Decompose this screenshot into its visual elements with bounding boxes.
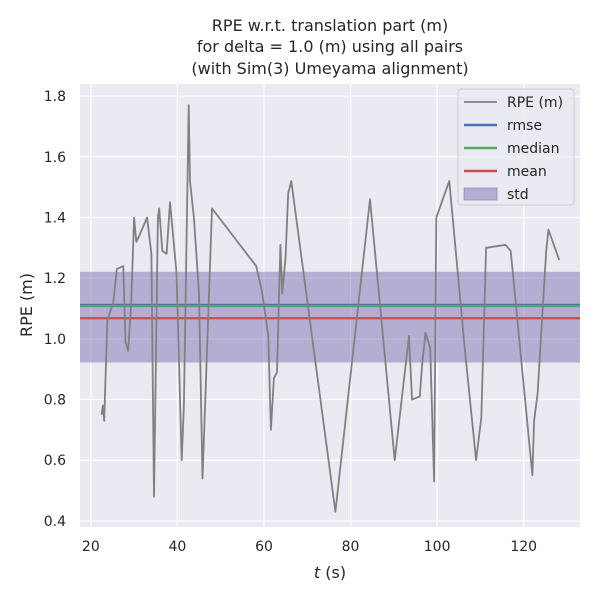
y-tick-label: 1.2 bbox=[44, 271, 66, 287]
chart-title-line-3: (with Sim(3) Umeyama alignment) bbox=[191, 59, 468, 78]
legend-label: rmse bbox=[507, 118, 542, 134]
chart-title-line-2: for delta = 1.0 (m) using all pairs bbox=[197, 37, 463, 56]
y-tick-label: 1.4 bbox=[44, 211, 66, 227]
x-tick-label: 80 bbox=[342, 539, 360, 555]
x-tick-label: 20 bbox=[82, 539, 100, 555]
y-tick-label: 1.8 bbox=[44, 89, 66, 105]
x-tick-label: 100 bbox=[424, 539, 451, 555]
y-tick-label: 0.8 bbox=[44, 393, 66, 409]
legend: RPE (m) rmse median mean std bbox=[457, 88, 575, 206]
stat-lines-layer bbox=[80, 303, 580, 320]
legend-label: std bbox=[507, 187, 529, 203]
legend-frame bbox=[457, 88, 575, 206]
x-tick-label: 60 bbox=[255, 539, 273, 555]
legend-label: RPE (m) bbox=[507, 95, 563, 111]
x-axis-label-var: t bbox=[314, 563, 321, 582]
chart-title-line-1: RPE w.r.t. translation part (m) bbox=[212, 16, 448, 35]
legend-items: RPE (m) rmse median mean std bbox=[463, 95, 563, 203]
y-axis-label: RPE (m) bbox=[17, 273, 36, 337]
x-tick-label: 40 bbox=[168, 539, 186, 555]
rpe-series-line bbox=[100, 104, 561, 513]
y-tick-label: 0.6 bbox=[44, 453, 66, 469]
tick-labels: 20 40 60 80 100 120 0.4 0.6 0.8 1.0 1.2 1.4 1.6 1.8 bbox=[44, 89, 537, 555]
legend-swatch bbox=[463, 187, 498, 201]
y-tick-label: 0.4 bbox=[44, 514, 66, 530]
x-tick-label: 120 bbox=[510, 539, 537, 555]
x-axis-label-unit: (s) bbox=[320, 563, 346, 582]
y-tick-label: 1.0 bbox=[44, 332, 66, 348]
series-layer bbox=[100, 104, 561, 513]
legend-label: mean bbox=[507, 164, 547, 180]
legend-label: median bbox=[507, 141, 559, 157]
y-tick-label: 1.6 bbox=[44, 150, 66, 166]
x-axis-label: t (s) bbox=[314, 563, 346, 582]
